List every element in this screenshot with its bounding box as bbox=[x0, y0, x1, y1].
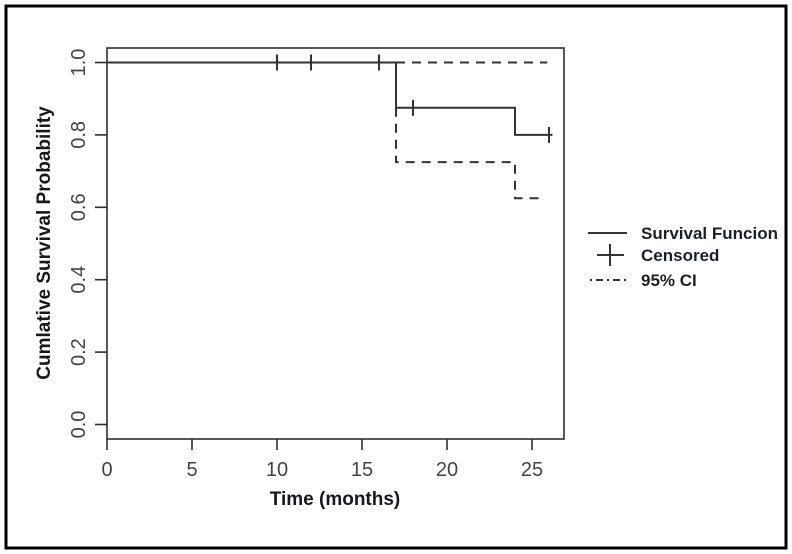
legend-label-survival: Survival Funcion bbox=[641, 224, 778, 243]
x-axis-title: Time (months) bbox=[270, 489, 401, 510]
x-tick-label: 0 bbox=[101, 459, 112, 481]
y-tick-label: 0.0 bbox=[68, 411, 90, 439]
legend-plus-icon bbox=[597, 244, 624, 266]
y-tick-label: 0.6 bbox=[68, 193, 90, 221]
y-tick-label: 0.8 bbox=[68, 121, 90, 149]
plot-box bbox=[106, 47, 565, 440]
x-axis: 0 5 10 15 20 25 bbox=[101, 439, 543, 481]
legend-label-ci: 95% CI bbox=[641, 271, 697, 290]
survival-function-line bbox=[107, 61, 553, 136]
y-axis-title: Cumlative Survival Probability bbox=[34, 106, 55, 380]
y-tick-label: 0.4 bbox=[68, 266, 90, 294]
y-tick-label: 0.2 bbox=[68, 338, 90, 366]
y-tick-label: 1.0 bbox=[68, 49, 90, 77]
x-tick-label: 15 bbox=[351, 459, 373, 481]
x-tick-label: 20 bbox=[436, 459, 458, 481]
x-tick-label: 10 bbox=[266, 459, 288, 481]
outer-border bbox=[4, 4, 788, 550]
x-tick-label: 25 bbox=[521, 459, 543, 481]
x-tick-label: 5 bbox=[186, 459, 197, 481]
legend-label-censored: Censored bbox=[641, 246, 719, 265]
censored-marks bbox=[276, 54, 550, 143]
ci-lower-line bbox=[395, 107, 544, 200]
legend: Survival Funcion Censored 95% CI bbox=[588, 224, 778, 290]
y-axis: 1.0 0.8 0.6 0.4 0.2 0.0 bbox=[68, 49, 107, 439]
